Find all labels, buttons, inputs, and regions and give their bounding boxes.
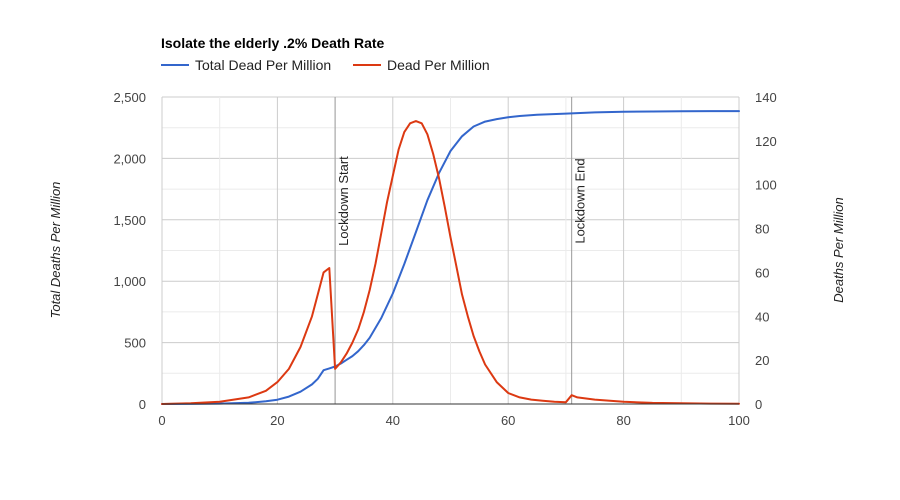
y-left-tick-label: 0 xyxy=(139,397,146,412)
series-lines xyxy=(161,110,740,405)
y-right-tick-label: 60 xyxy=(755,265,769,280)
y-right-tick-label: 0 xyxy=(755,397,762,412)
y-left-tick-label: 1,000 xyxy=(113,274,146,289)
y-left-tick-label: 2,000 xyxy=(113,151,146,166)
y-left-tick-label: 2,500 xyxy=(113,90,146,105)
x-tick-label: 80 xyxy=(616,413,630,428)
legend-label-dead: Dead Per Million xyxy=(387,57,490,73)
chart-title: Isolate the elderly .2% Death Rate xyxy=(161,35,385,51)
y-right-tick-label: 80 xyxy=(755,222,769,237)
y-right-axis-title: Deaths Per Million xyxy=(831,197,846,303)
y-right-tick-label: 100 xyxy=(755,178,777,193)
x-tick-label: 20 xyxy=(270,413,284,428)
legend-label-total-dead: Total Dead Per Million xyxy=(195,57,331,73)
x-tick-label: 60 xyxy=(501,413,515,428)
y-left-tick-label: 1,500 xyxy=(113,213,146,228)
y-left-axis-title: Total Deaths Per Million xyxy=(48,182,63,319)
annotation-label: Lockdown End xyxy=(573,158,588,243)
legend: Total Dead Per Million Dead Per Million xyxy=(161,57,490,73)
y-right-tick-label: 20 xyxy=(755,353,769,368)
y-right-tick-label: 140 xyxy=(755,90,777,105)
y-left-tick-label: 500 xyxy=(124,336,146,351)
series-line-total-dead-per-million xyxy=(161,110,740,405)
series-line-dead-per-million xyxy=(161,120,740,405)
gridlines xyxy=(161,96,740,405)
axes: 0 20 40 60 80 100 0 500 1,000 1,500 2,000 2,500 0 20 4… xyxy=(113,90,776,428)
x-tick-label: 100 xyxy=(728,413,750,428)
annotation-label: Lockdown Start xyxy=(336,156,351,246)
y-right-tick-label: 40 xyxy=(755,309,769,324)
x-tick-label: 0 xyxy=(158,413,165,428)
x-tick-label: 40 xyxy=(386,413,400,428)
y-right-tick-label: 120 xyxy=(755,134,777,149)
